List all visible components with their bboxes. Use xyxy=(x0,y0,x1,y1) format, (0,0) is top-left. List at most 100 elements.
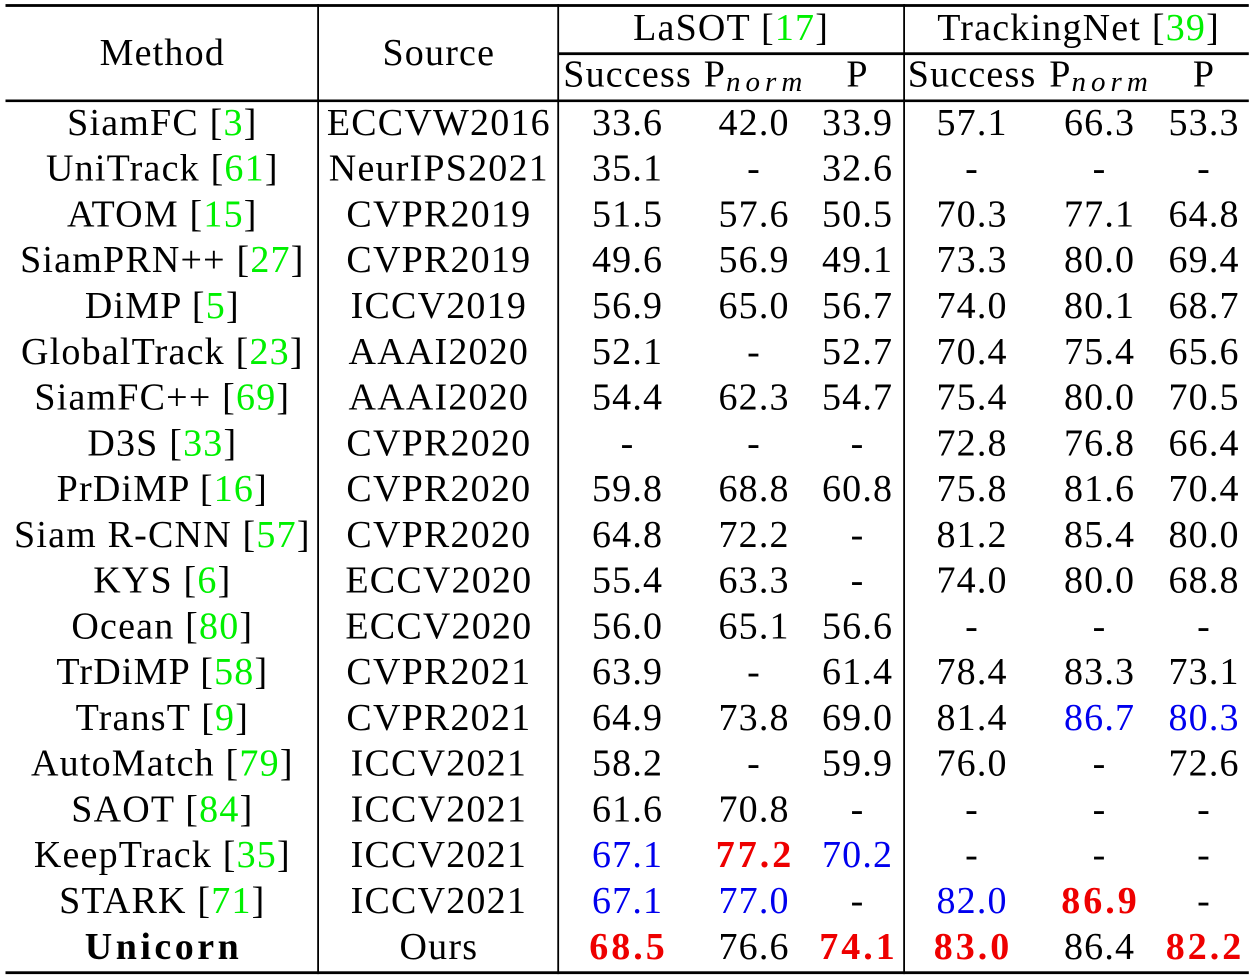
svg-text:58.2: 58.2 xyxy=(592,743,663,785)
svg-text:74.0: 74.0 xyxy=(936,560,1007,602)
svg-text:CVPR2020: CVPR2020 xyxy=(346,514,531,556)
svg-text:83.0: 83.0 xyxy=(934,926,1013,968)
svg-text:TrDiMP [58]: TrDiMP [58] xyxy=(56,651,268,693)
svg-text:ICCV2019: ICCV2019 xyxy=(351,285,527,327)
svg-text:75.4: 75.4 xyxy=(936,377,1007,419)
svg-text:-: - xyxy=(1093,743,1107,785)
svg-text:KeepTrack [35]: KeepTrack [35] xyxy=(34,834,291,876)
svg-text:-: - xyxy=(965,605,979,647)
svg-text:SAOT [84]: SAOT [84] xyxy=(71,789,253,831)
svg-text:CVPR2020: CVPR2020 xyxy=(346,468,531,510)
svg-text:85.4: 85.4 xyxy=(1064,514,1135,556)
svg-text:83.3: 83.3 xyxy=(1064,651,1135,693)
svg-text:50.5: 50.5 xyxy=(822,193,893,235)
svg-text:AAAI2020: AAAI2020 xyxy=(349,377,530,419)
svg-text:Method: Method xyxy=(100,32,225,74)
svg-text:72.8: 72.8 xyxy=(936,422,1007,464)
svg-text:-: - xyxy=(965,148,979,190)
svg-text:-: - xyxy=(851,880,865,922)
svg-text:Ocean [80]: Ocean [80] xyxy=(71,605,253,647)
svg-text:Source: Source xyxy=(382,32,495,74)
svg-text:64.8: 64.8 xyxy=(592,514,663,556)
svg-text:67.1: 67.1 xyxy=(592,834,663,876)
svg-text:82.2: 82.2 xyxy=(1166,926,1245,968)
svg-text:SiamFC++ [69]: SiamFC++ [69] xyxy=(34,377,290,419)
svg-text:-: - xyxy=(747,422,761,464)
svg-text:67.1: 67.1 xyxy=(592,880,663,922)
svg-text:52.1: 52.1 xyxy=(592,331,663,373)
svg-text:33.6: 33.6 xyxy=(592,102,663,144)
svg-text:78.4: 78.4 xyxy=(936,651,1007,693)
svg-text:UniTrack [61]: UniTrack [61] xyxy=(46,148,279,190)
svg-text:ICCV2021: ICCV2021 xyxy=(351,880,527,922)
svg-text:-: - xyxy=(851,560,865,602)
svg-text:72.2: 72.2 xyxy=(718,514,789,556)
svg-text:-: - xyxy=(965,834,979,876)
svg-text:-: - xyxy=(747,651,761,693)
svg-text:-: - xyxy=(1197,148,1211,190)
svg-text:STARK [71]: STARK [71] xyxy=(59,880,265,922)
svg-text:70.8: 70.8 xyxy=(718,789,789,831)
svg-text:61.4: 61.4 xyxy=(822,651,893,693)
svg-text:80.0: 80.0 xyxy=(1064,239,1135,281)
svg-text:57.1: 57.1 xyxy=(936,102,1007,144)
svg-text:42.0: 42.0 xyxy=(718,102,789,144)
svg-text:65.6: 65.6 xyxy=(1168,331,1239,373)
svg-text:86.9: 86.9 xyxy=(1061,880,1140,922)
svg-text:-: - xyxy=(621,422,635,464)
svg-text:56.9: 56.9 xyxy=(592,285,663,327)
svg-text:61.6: 61.6 xyxy=(592,789,663,831)
svg-text:65.0: 65.0 xyxy=(718,285,789,327)
svg-text:64.9: 64.9 xyxy=(592,697,663,739)
svg-text:80.0: 80.0 xyxy=(1168,514,1239,556)
svg-text:33.9: 33.9 xyxy=(822,102,893,144)
svg-text:-: - xyxy=(965,789,979,831)
svg-text:-: - xyxy=(851,514,865,556)
svg-text:KYS [6]: KYS [6] xyxy=(93,560,231,602)
svg-text:SiamFC [3]: SiamFC [3] xyxy=(67,102,257,144)
svg-text:57.6: 57.6 xyxy=(718,193,789,235)
svg-text:80.0: 80.0 xyxy=(1064,377,1135,419)
svg-text:ECCV2020: ECCV2020 xyxy=(345,605,532,647)
svg-text:Success: Success xyxy=(563,53,692,95)
svg-text:77.0: 77.0 xyxy=(718,880,789,922)
svg-text:NeurIPS2021: NeurIPS2021 xyxy=(329,148,549,190)
svg-text:ICCV2021: ICCV2021 xyxy=(351,743,527,785)
svg-text:69.0: 69.0 xyxy=(822,697,893,739)
svg-text:68.7: 68.7 xyxy=(1168,285,1239,327)
svg-text:CVPR2019: CVPR2019 xyxy=(346,239,531,281)
svg-text:80.0: 80.0 xyxy=(1064,560,1135,602)
svg-text:-: - xyxy=(1197,880,1211,922)
svg-text:32.6: 32.6 xyxy=(822,148,893,190)
svg-text:82.0: 82.0 xyxy=(936,880,1007,922)
svg-text:-: - xyxy=(747,148,761,190)
svg-text:56.0: 56.0 xyxy=(592,605,663,647)
svg-text:51.5: 51.5 xyxy=(592,193,663,235)
svg-text:-: - xyxy=(1197,789,1211,831)
svg-text:35.1: 35.1 xyxy=(592,148,663,190)
svg-text:70.2: 70.2 xyxy=(822,834,893,876)
svg-text:70.4: 70.4 xyxy=(1168,468,1239,510)
svg-text:D3S [33]: D3S [33] xyxy=(87,422,237,464)
svg-text:AutoMatch [79]: AutoMatch [79] xyxy=(31,743,294,785)
svg-text:70.3: 70.3 xyxy=(936,193,1007,235)
svg-text:74.1: 74.1 xyxy=(819,926,898,968)
svg-text:54.7: 54.7 xyxy=(822,377,893,419)
svg-text:56.9: 56.9 xyxy=(718,239,789,281)
svg-text:CVPR2021: CVPR2021 xyxy=(346,697,531,739)
svg-text:TransT [9]: TransT [9] xyxy=(76,697,250,739)
svg-text:Ours: Ours xyxy=(400,926,479,968)
svg-text:74.0: 74.0 xyxy=(936,285,1007,327)
svg-text:CVPR2020: CVPR2020 xyxy=(346,422,531,464)
svg-text:ICCV2021: ICCV2021 xyxy=(351,834,527,876)
svg-text:68.8: 68.8 xyxy=(718,468,789,510)
svg-text:GlobalTrack [23]: GlobalTrack [23] xyxy=(21,331,304,373)
svg-text:76.6: 76.6 xyxy=(718,926,789,968)
svg-text:75.4: 75.4 xyxy=(1064,331,1135,373)
svg-text:ATOM [15]: ATOM [15] xyxy=(67,193,258,235)
svg-text:70.4: 70.4 xyxy=(936,331,1007,373)
svg-text:68.8: 68.8 xyxy=(1168,560,1239,602)
svg-text:76.8: 76.8 xyxy=(1064,422,1135,464)
svg-text:65.1: 65.1 xyxy=(718,605,789,647)
svg-text:80.3: 80.3 xyxy=(1168,697,1239,739)
